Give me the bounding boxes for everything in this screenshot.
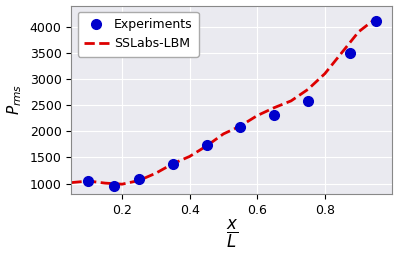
- SSLabs-LBM: [272, 106, 277, 109]
- SSLabs-LBM: [356, 30, 361, 33]
- Legend: Experiments, SSLabs-LBM: Experiments, SSLabs-LBM: [78, 12, 199, 57]
- SSLabs-LBM: [170, 162, 175, 165]
- Y-axis label: $P_{rms}$: $P_{rms}$: [6, 84, 24, 115]
- Line: Experiments: Experiments: [84, 16, 380, 191]
- SSLabs-LBM: [137, 179, 141, 182]
- SSLabs-LBM: [103, 182, 107, 185]
- SSLabs-LBM: [373, 17, 378, 20]
- Line: SSLabs-LBM: SSLabs-LBM: [71, 19, 376, 184]
- X-axis label: $\dfrac{x}{L}$: $\dfrac{x}{L}$: [226, 218, 238, 250]
- Experiments: [238, 125, 243, 129]
- SSLabs-LBM: [187, 155, 192, 158]
- Experiments: [306, 99, 310, 102]
- Experiments: [86, 179, 91, 182]
- SSLabs-LBM: [204, 144, 209, 147]
- SSLabs-LBM: [221, 132, 226, 135]
- SSLabs-LBM: [120, 183, 125, 186]
- SSLabs-LBM: [322, 72, 327, 75]
- SSLabs-LBM: [238, 124, 243, 127]
- SSLabs-LBM: [306, 88, 310, 91]
- SSLabs-LBM: [86, 179, 91, 183]
- Experiments: [204, 144, 209, 147]
- Experiments: [170, 162, 175, 165]
- Experiments: [111, 184, 116, 187]
- Experiments: [373, 20, 378, 23]
- SSLabs-LBM: [69, 181, 74, 184]
- SSLabs-LBM: [154, 172, 158, 175]
- Experiments: [348, 51, 353, 54]
- Experiments: [137, 178, 141, 181]
- SSLabs-LBM: [339, 51, 344, 54]
- SSLabs-LBM: [289, 99, 293, 102]
- Experiments: [272, 113, 277, 116]
- SSLabs-LBM: [255, 114, 259, 117]
